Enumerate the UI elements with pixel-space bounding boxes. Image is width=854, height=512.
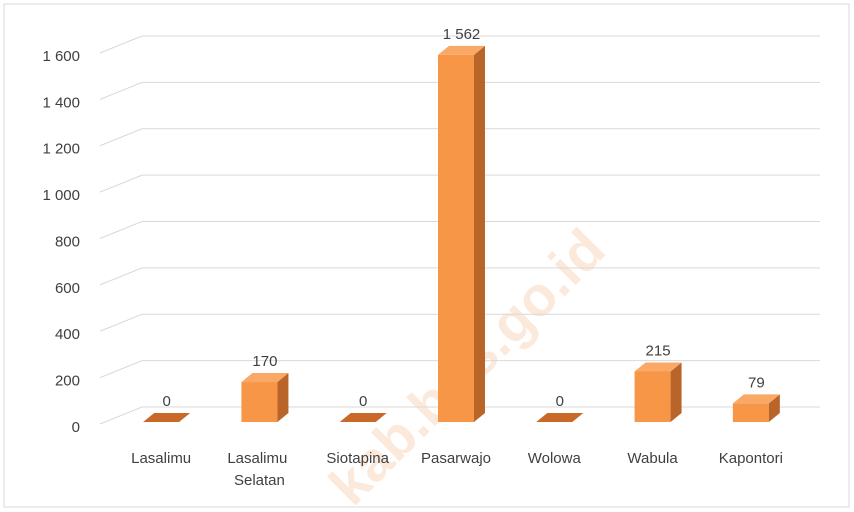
grid-line-side (99, 81, 143, 100)
bar (143, 413, 191, 422)
bar-front (732, 403, 769, 422)
bar-front (241, 382, 278, 422)
bar-side (277, 373, 289, 422)
value-label: 170 (252, 353, 277, 370)
bar-top (634, 362, 682, 372)
y-tick-label: 1 200 (42, 141, 80, 158)
bar-side (670, 362, 682, 422)
value-label: 0 (162, 393, 170, 410)
value-label: 79 (748, 374, 765, 391)
x-tick-label: Kapontori (719, 450, 783, 467)
grid-line-side (99, 221, 143, 239)
grid-line-side (99, 313, 143, 332)
grid-line-side (99, 406, 143, 425)
y-tick-label: 1 600 (42, 48, 80, 65)
value-label: 0 (359, 393, 367, 410)
y-tick-label: 200 (55, 373, 80, 390)
chart-frame (3, 3, 850, 508)
y-tick-label: 0 (72, 419, 80, 436)
bar-front (634, 371, 671, 422)
bar-top (339, 413, 387, 422)
grid-line-side (99, 360, 143, 379)
bar-top (438, 45, 485, 55)
y-tick-label: 1 000 (42, 187, 80, 204)
bar-side (474, 45, 485, 423)
y-tick-label: 1 400 (42, 94, 80, 111)
value-label: 1 562 (443, 26, 481, 43)
y-tick-label: 600 (55, 280, 80, 297)
bar-top (732, 394, 780, 404)
bar-side (768, 394, 780, 422)
x-tick-label: Pasarwajo (421, 450, 491, 467)
bar-front (438, 54, 474, 423)
bar (241, 373, 289, 422)
x-tick-label: Siotapina (326, 450, 389, 467)
bar-top (536, 413, 584, 422)
value-label: 0 (556, 393, 564, 410)
y-tick-label: 800 (55, 233, 80, 250)
grid-line-side (99, 128, 143, 147)
bar (732, 394, 780, 422)
x-tick-label: Lasalimu Selatan (227, 450, 291, 489)
bar (536, 413, 584, 422)
y-tick-label: 400 (55, 326, 80, 343)
x-tick-label: Wolowa (528, 450, 582, 467)
bar-top (143, 413, 191, 422)
grid-line-side (99, 267, 143, 286)
x-tick-label: Lasalimu (131, 450, 191, 467)
bar (339, 413, 387, 422)
grid-line-side (99, 35, 143, 54)
bar-top (241, 373, 289, 383)
bar (634, 362, 682, 422)
value-label: 215 (646, 342, 671, 359)
x-tick-label: Wabula (627, 450, 678, 467)
grid-line-side (99, 174, 143, 193)
bar (438, 45, 485, 423)
